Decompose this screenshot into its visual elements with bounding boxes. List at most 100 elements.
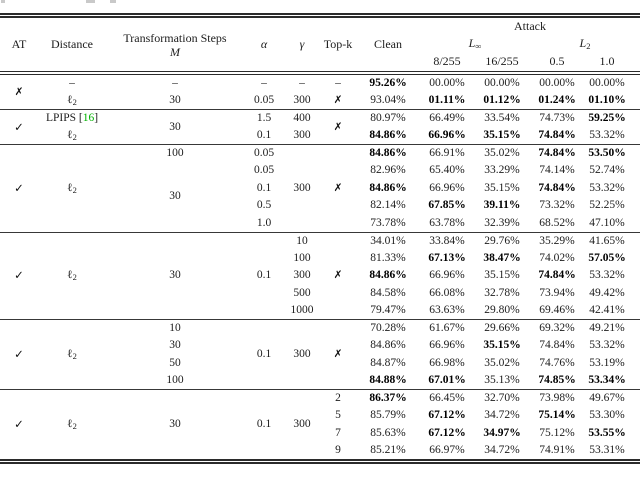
cell-l2-05: 74.84% [530, 144, 584, 162]
cell-alpha: 0.05 [244, 144, 284, 162]
topk-cross-icon: ✗ [320, 319, 356, 390]
col-header-topk: Top-k [320, 15, 356, 75]
cell-l2-10: 53.55% [588, 426, 626, 439]
cell-steps: 100 [106, 144, 244, 162]
ablation-results-table: AT Distance Transformation Steps M α γ T… [0, 13, 640, 464]
cell-clean: 93.04% [370, 94, 406, 106]
cell-clean: 84.86% [356, 144, 420, 162]
at-cross-icon: ✗ [14, 85, 24, 98]
table-row: 100 81.33% 67.13% 38.47% 74.02% 57.05% [0, 250, 640, 268]
clipped-text-fragment [86, 0, 95, 3]
cell-topk: 7 [335, 426, 341, 439]
table-row: ℓ2 0.1 300 84.86% 66.96% 35.15% 74.84% 5… [0, 127, 640, 145]
cell-steps: 30 [169, 339, 181, 352]
cell-distance: ℓ2 [38, 389, 106, 462]
cell-l2-05: 35.29% [530, 231, 584, 250]
cell-distance: ℓ2 [67, 94, 77, 107]
cell-l2-05: 74.84% [538, 129, 576, 141]
header-row-top: AT Distance Transformation Steps M α γ T… [0, 15, 640, 75]
cell-steps: 10 [106, 319, 244, 337]
cell-alpha: 0.05 [253, 164, 275, 177]
cell-steps: 30 [106, 231, 244, 320]
cell-l2-10: 52.74% [589, 164, 625, 177]
cell-gamma: 1000 [290, 304, 314, 316]
cell-l2-05: 74.84% [539, 339, 575, 352]
cell-l2-10: 42.41% [589, 304, 625, 316]
citation-link[interactable]: 16 [82, 112, 95, 124]
cell-linf-16: 35.15% [484, 269, 520, 282]
cell-l2-10: 49.67% [584, 389, 640, 407]
cell-gamma: 300 [284, 319, 320, 390]
cell-linf-8: 66.98% [429, 356, 465, 369]
col-header-steps-line2: M [170, 44, 180, 59]
cell-clean: 85.79% [370, 409, 406, 422]
cell-gamma: 300 [284, 144, 320, 232]
table-row: ✓ LPIPS [16] 30 1.5 400 ✗ 80.97% 66.49% … [0, 109, 640, 145]
cell-clean: 84.87% [370, 356, 406, 369]
cell-steps: 30 [106, 389, 244, 462]
cell-l2-10: 53.19% [589, 356, 625, 369]
cell-clean: 84.86% [369, 269, 407, 282]
col-header-transformation-steps: Transformation Steps M [106, 15, 244, 75]
topk-cross-icon: ✗ [333, 94, 343, 106]
cell-l2-05: 75.12% [539, 426, 575, 439]
cell-linf-16: 01.12% [483, 94, 521, 106]
cell-l2-10: 01.10% [588, 94, 626, 106]
cell-l2-10: 53.31% [589, 444, 625, 456]
table-row: 30 0.05 82.96% 65.40% 33.29% 74.14% 52.7… [0, 162, 640, 202]
cell-l2-10: 49.21% [584, 319, 640, 337]
cell-l2-10: 47.10% [589, 216, 625, 229]
cell-clean: 73.78% [370, 216, 406, 229]
cell-linf-16: 35.13% [484, 374, 520, 386]
cell-linf-8: 67.12% [428, 409, 466, 422]
at-check-icon: ✓ [0, 231, 38, 320]
col-header-eps-0-5: 0.5 [530, 52, 584, 75]
cell-linf-8: 67.12% [428, 426, 466, 439]
cell-alpha: 0.5 [256, 199, 272, 212]
clipped-text-fragment [110, 0, 116, 3]
cell-clean: 70.28% [356, 319, 420, 337]
table-row: 50 84.87% 66.98% 35.02% 74.76% 53.19% [0, 355, 640, 373]
cell-alpha: 0.1 [244, 389, 284, 462]
cell-steps: 30 [169, 94, 181, 106]
cell-distance: LPIPS [16] [38, 109, 106, 127]
cell-l2-10: 53.30% [589, 409, 625, 422]
cell-gamma: 300 [284, 389, 320, 462]
cell-clean: 84.88% [369, 374, 407, 386]
table-row: 1.0 73.78% 63.78% 32.39% 68.52% 47.10% [0, 215, 640, 233]
cell-distance: ℓ2 [67, 129, 77, 142]
cell-l2-10: 53.32% [589, 129, 625, 141]
cell-linf-16: 33.29% [484, 164, 520, 177]
cell-linf-16: 00.00% [484, 77, 520, 89]
col-header-linf: L∞ [468, 36, 482, 51]
cell-linf-8: 66.97% [429, 444, 465, 456]
col-header-clean: Clean [356, 15, 420, 75]
cell-alpha: 0.05 [253, 94, 275, 106]
col-header-at: AT [0, 15, 38, 75]
table-row: ✗ – – – – – 95.26% 00.00% 00.00% 00.00% … [0, 73, 640, 98]
cell-l2-10: 53.32% [589, 181, 625, 194]
col-header-eps-16-255: 16/255 [474, 52, 530, 75]
cell-clean: 95.26% [369, 77, 407, 89]
cell-l2-05: 74.14% [539, 164, 575, 177]
cell-clean: 86.37% [356, 389, 420, 407]
cell-clean: 85.63% [370, 426, 406, 439]
cell-l2-10: 49.42% [589, 286, 625, 299]
cell-alpha: – [261, 77, 267, 89]
cell-clean: 82.96% [370, 164, 406, 177]
table-row: ✓ ℓ2 30 0.1 10 ✗ 34.01% 33.84% 29.76% 35… [0, 231, 640, 320]
cell-linf-8: 33.84% [420, 231, 474, 250]
cell-linf-8: 66.96% [428, 129, 466, 141]
cell-alpha: 0.1 [244, 231, 284, 320]
table-row: ℓ2 30 0.05 300 ✗ 93.04% 01.11% 01.12% 01… [0, 92, 640, 110]
cell-distance: ℓ2 [38, 319, 106, 390]
cell-clean: 84.86% [369, 181, 407, 194]
col-header-eps-8-255: 8/255 [420, 52, 474, 75]
cell-steps: 30 [106, 109, 244, 145]
table-row: 300 84.86% 66.96% 35.15% 74.84% 53.32% [0, 267, 640, 285]
cell-clean: 34.01% [356, 231, 420, 250]
cell-gamma: 500 [293, 286, 311, 299]
table-row: ✓ ℓ2 30 0.1 300 2 86.37% 66.45% 32.70% 7… [0, 389, 640, 462]
cell-l2-05: 69.46% [539, 304, 575, 316]
cell-l2-05: 74.84% [538, 181, 576, 194]
